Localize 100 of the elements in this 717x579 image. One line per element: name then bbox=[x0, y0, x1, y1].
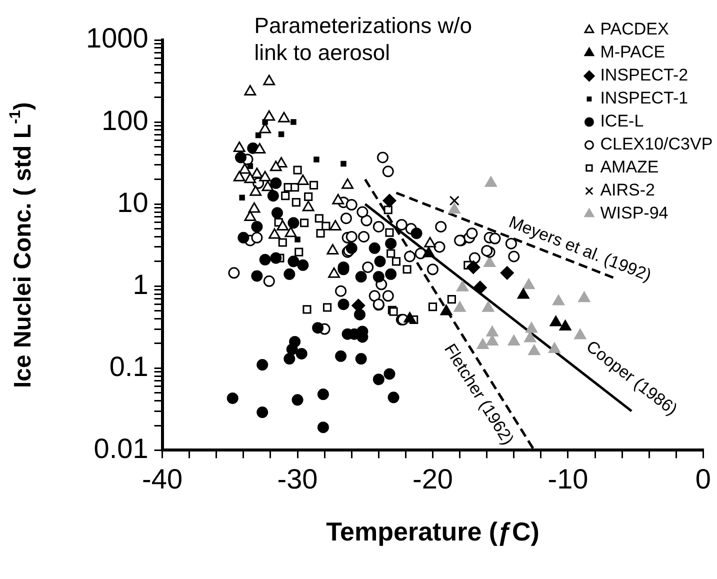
point bbox=[288, 217, 300, 229]
point bbox=[292, 394, 304, 406]
point bbox=[427, 264, 438, 276]
point bbox=[268, 228, 280, 239]
point bbox=[259, 254, 271, 266]
x-axis-title: Temperature (ƒC) bbox=[326, 516, 540, 547]
point bbox=[362, 261, 374, 273]
y-tick-label: 0.1 bbox=[109, 350, 148, 382]
point bbox=[466, 260, 480, 274]
point bbox=[338, 298, 350, 310]
point bbox=[410, 228, 422, 240]
y-tick-label: 1000 bbox=[86, 22, 148, 54]
point bbox=[263, 275, 275, 287]
point bbox=[352, 298, 366, 312]
point bbox=[294, 248, 304, 256]
point bbox=[404, 250, 416, 262]
point bbox=[284, 226, 297, 238]
point bbox=[368, 242, 380, 254]
point bbox=[382, 290, 394, 302]
point bbox=[340, 160, 346, 167]
point bbox=[368, 290, 380, 302]
point bbox=[449, 196, 460, 206]
legend-label: INSPECT-2 bbox=[600, 66, 688, 85]
point bbox=[271, 207, 283, 219]
point bbox=[256, 406, 268, 418]
point bbox=[550, 316, 562, 326]
legend-label: PACDEX bbox=[600, 20, 669, 39]
point bbox=[239, 194, 245, 200]
point bbox=[466, 228, 478, 240]
point bbox=[548, 342, 560, 354]
point bbox=[238, 163, 251, 174]
point bbox=[335, 350, 347, 362]
point bbox=[328, 267, 340, 278]
point bbox=[294, 236, 300, 242]
point bbox=[267, 190, 279, 202]
point bbox=[309, 180, 318, 190]
point bbox=[360, 214, 372, 226]
y-tick-label: 100 bbox=[102, 104, 148, 136]
point bbox=[385, 238, 397, 250]
point bbox=[233, 141, 246, 152]
point bbox=[434, 241, 446, 253]
point bbox=[482, 301, 494, 312]
point bbox=[297, 259, 309, 271]
point bbox=[278, 131, 284, 138]
point bbox=[372, 271, 384, 283]
chart-title: Parameterizations w/o link to aerosol bbox=[254, 13, 472, 66]
legend-label: ICE-L bbox=[600, 112, 644, 131]
point bbox=[270, 160, 282, 172]
point bbox=[256, 359, 268, 371]
point bbox=[263, 74, 276, 86]
point bbox=[262, 180, 274, 192]
point bbox=[317, 388, 329, 400]
point bbox=[244, 85, 256, 96]
x-tick-label: -20 bbox=[412, 464, 453, 495]
point bbox=[312, 322, 324, 334]
point bbox=[302, 200, 314, 212]
point bbox=[316, 229, 325, 238]
point bbox=[270, 252, 282, 264]
point bbox=[388, 392, 400, 404]
point bbox=[281, 192, 290, 200]
point bbox=[340, 212, 352, 224]
x-tick-label: -30 bbox=[277, 464, 318, 495]
point bbox=[244, 172, 256, 184]
legend-label: CLEX10/C3VP bbox=[600, 134, 713, 154]
point bbox=[528, 344, 540, 356]
point bbox=[414, 248, 426, 260]
point bbox=[385, 228, 394, 237]
point bbox=[574, 328, 586, 340]
legend-label: INSPECT-1 bbox=[600, 88, 688, 108]
x-tick-label: 0 bbox=[695, 464, 712, 495]
point bbox=[385, 268, 397, 280]
point bbox=[346, 199, 358, 211]
point bbox=[322, 222, 330, 230]
point bbox=[296, 174, 309, 185]
point bbox=[392, 257, 401, 266]
point bbox=[248, 202, 260, 213]
point bbox=[484, 256, 496, 267]
point bbox=[293, 166, 302, 174]
point bbox=[278, 238, 287, 247]
point bbox=[300, 218, 309, 228]
point bbox=[384, 206, 392, 214]
point bbox=[247, 163, 254, 170]
point bbox=[322, 303, 332, 312]
point bbox=[329, 220, 342, 230]
legend-label: AIRS-2 bbox=[600, 180, 656, 200]
point bbox=[526, 322, 538, 333]
point bbox=[290, 119, 296, 125]
point bbox=[226, 392, 238, 404]
legend-label: WISP-94 bbox=[600, 204, 668, 223]
point bbox=[284, 268, 296, 280]
point bbox=[270, 177, 282, 189]
point bbox=[251, 232, 263, 244]
point bbox=[302, 305, 312, 314]
point bbox=[386, 249, 396, 258]
point bbox=[290, 183, 300, 192]
y-axis-title: Ice Nuclei Conc. ( std L-1) bbox=[6, 102, 37, 388]
y-tick-label: 10 bbox=[117, 186, 148, 218]
x-tick-label: -10 bbox=[548, 464, 588, 495]
point bbox=[396, 218, 408, 230]
point bbox=[484, 176, 497, 187]
